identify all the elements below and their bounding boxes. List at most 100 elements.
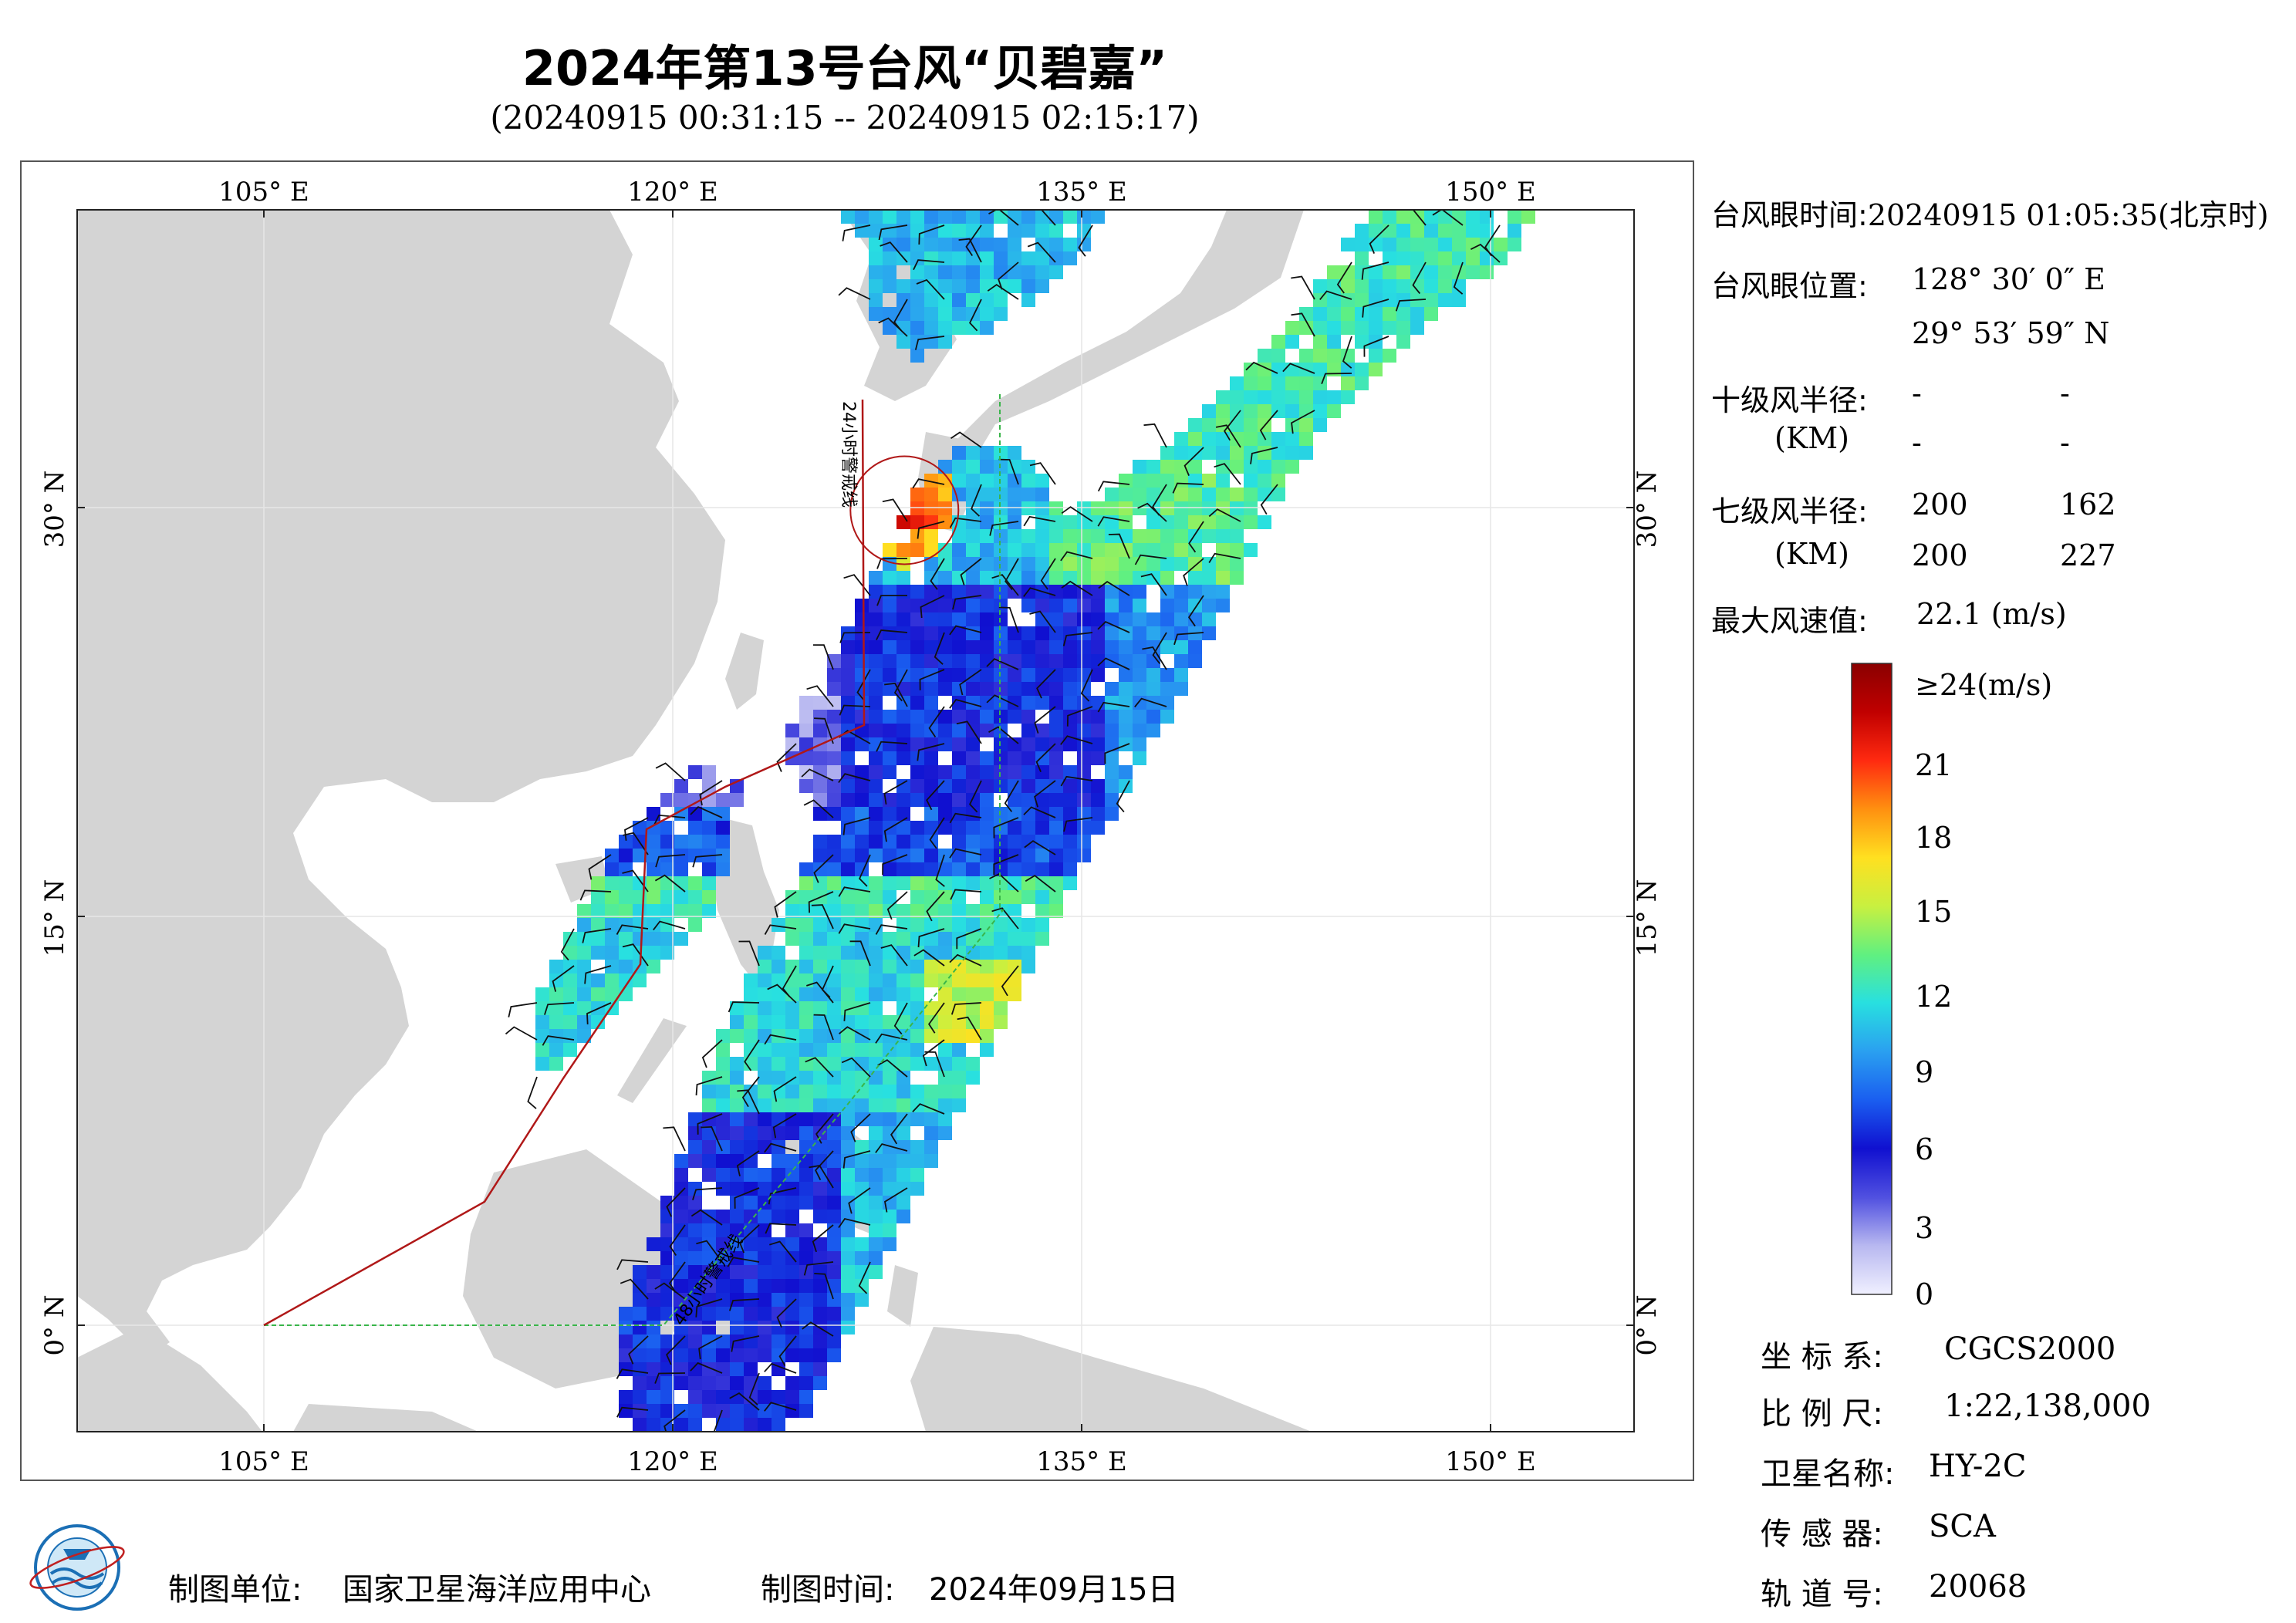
wind-speed-cell (619, 1390, 633, 1404)
wind-barb (1036, 669, 1056, 699)
wind-speed-cell (813, 1140, 827, 1154)
wind-barb (875, 1143, 908, 1153)
lon-label-top-135: 135° E (1036, 177, 1127, 208)
wind-speed-cell (938, 876, 952, 890)
lat-label-right-30: 30° N (1632, 471, 1663, 548)
wind-speed-cell (827, 862, 841, 876)
wind-speed-cell (841, 1321, 855, 1335)
wind-speed-cell (674, 904, 688, 918)
wind-speed-cell (980, 710, 994, 724)
wind-speed-cell (605, 946, 619, 960)
wind-speed-cell (883, 265, 896, 279)
wind-speed-cell (883, 654, 896, 668)
wind-speed-cell (980, 682, 994, 696)
wind-speed-cell (1063, 807, 1077, 821)
wind-speed-cell (827, 1057, 841, 1071)
wind-barb (1029, 610, 1056, 633)
wind-speed-cell (841, 1293, 855, 1307)
wind-speed-cell (980, 918, 994, 932)
wind-speed-cell (785, 1210, 799, 1223)
wind-speed-cell (688, 1265, 702, 1279)
wind-speed-cell (938, 585, 952, 599)
wind-speed-cell (938, 710, 952, 724)
wind-speed-cell (1035, 612, 1049, 626)
wind-speed-cell (869, 960, 883, 973)
wind-speed-cell (1244, 488, 1258, 501)
sumatra (77, 1327, 262, 1432)
wind-speed-cell (855, 1293, 869, 1307)
wind-barb (971, 484, 982, 517)
wind-speed-cell (1202, 529, 1216, 543)
wind-speed-cell (827, 682, 841, 696)
wind-speed-cell (855, 1043, 869, 1057)
wind-speed-cell (883, 987, 896, 1001)
wind-speed-cell (799, 890, 813, 904)
wind-speed-cell (910, 835, 924, 849)
wind-speed-cell (813, 1293, 827, 1307)
wind-speed-cell (994, 251, 1008, 265)
wind-speed-cell (855, 960, 869, 973)
wind-speed-cell (1105, 793, 1119, 807)
wind-speed-cell (924, 876, 938, 890)
wind-speed-cell (647, 1279, 660, 1293)
wind-speed-cell (994, 571, 1008, 585)
wind-speed-cell (785, 918, 799, 932)
wind-speed-cell (744, 1223, 758, 1237)
wind-speed-cell (549, 1043, 563, 1057)
wind-speed-cell (785, 1390, 799, 1404)
wind-barb (1208, 508, 1241, 522)
wind-barb (1001, 965, 1019, 997)
wind-speed-cell (1077, 529, 1091, 543)
wind-speed-cell (1119, 515, 1133, 529)
wind-speed-cell (1174, 501, 1188, 515)
wind-speed-cell (1160, 599, 1174, 612)
wind-speed-cell (924, 1029, 938, 1043)
wind-barb (1062, 632, 1093, 646)
wind-speed-cell (896, 1168, 910, 1182)
wind-speed-cell (619, 1307, 633, 1321)
wind-speed-cell (1244, 474, 1258, 488)
wind-speed-cell (952, 321, 966, 335)
wind-speed-cell (883, 224, 896, 238)
wind-barb (1035, 743, 1056, 772)
wind-speed-cell (1285, 432, 1299, 446)
wind-speed-cell (813, 1265, 827, 1279)
wind-speed-cell (744, 1307, 758, 1321)
wind-barb (838, 923, 871, 934)
wind-speed-cell (869, 835, 883, 849)
wind-speed-cell (924, 710, 938, 724)
wind-speed-cell (758, 960, 772, 973)
wind-barb (1004, 780, 1019, 812)
colorbar-label-0: 0 (1915, 1277, 1934, 1311)
wind-speed-cell (1063, 696, 1077, 710)
wind-speed-cell (1355, 307, 1369, 321)
wind-speed-cell (910, 543, 924, 557)
wind-speed-cell (910, 668, 924, 682)
wind-barb (505, 1026, 538, 1041)
wind-speed-cell (1188, 585, 1202, 599)
wind-speed-cell (980, 904, 994, 918)
wind-barb (950, 1002, 982, 1015)
wind-speed-cell (1188, 446, 1202, 460)
wind-barb (616, 1406, 649, 1418)
wind-speed-cell (1091, 807, 1105, 821)
wind-speed-cell (980, 265, 994, 279)
wind-speed-cell (952, 529, 966, 543)
wind-speed-cell (855, 918, 869, 932)
wind-speed-cell (799, 1376, 813, 1390)
wind-speed-cell (855, 890, 869, 904)
wind-speed-cell (1480, 251, 1494, 265)
wind-speed-cell (924, 1098, 938, 1112)
wind-speed-cell (744, 1404, 758, 1418)
wind-speed-cell (785, 1223, 799, 1237)
wind-speed-cell (577, 918, 591, 932)
wind-speed-cell (1049, 890, 1063, 904)
wind-speed-cell (1188, 432, 1202, 446)
wind-speed-cell (980, 1043, 994, 1057)
wind-speed-cell (1035, 918, 1049, 932)
wind-barb (731, 1335, 760, 1352)
wind-speed-cell (855, 779, 869, 793)
wind-speed-cell (952, 1085, 966, 1098)
wind-speed-cell (563, 1001, 577, 1015)
wind-speed-cell (1146, 515, 1160, 529)
